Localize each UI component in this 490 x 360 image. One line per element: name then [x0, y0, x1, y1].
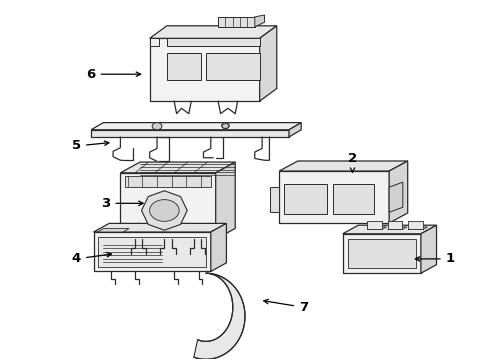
Polygon shape	[121, 173, 216, 239]
Text: 6: 6	[86, 68, 141, 81]
Polygon shape	[150, 39, 159, 45]
Circle shape	[222, 124, 229, 129]
Polygon shape	[389, 182, 403, 212]
Text: 4: 4	[72, 252, 111, 265]
Polygon shape	[125, 176, 211, 187]
Polygon shape	[150, 39, 260, 101]
Polygon shape	[91, 123, 301, 130]
Polygon shape	[98, 237, 206, 267]
Polygon shape	[91, 130, 289, 137]
Polygon shape	[270, 187, 279, 212]
Polygon shape	[279, 171, 389, 223]
Polygon shape	[167, 53, 201, 80]
Polygon shape	[98, 229, 129, 232]
Polygon shape	[94, 224, 226, 232]
Polygon shape	[218, 17, 255, 27]
Polygon shape	[389, 161, 408, 223]
Polygon shape	[211, 224, 226, 271]
Polygon shape	[408, 227, 428, 229]
Polygon shape	[388, 221, 402, 229]
Polygon shape	[289, 123, 301, 137]
Polygon shape	[347, 239, 416, 268]
Polygon shape	[194, 273, 245, 359]
Polygon shape	[408, 221, 423, 229]
Polygon shape	[94, 232, 211, 271]
Polygon shape	[167, 39, 260, 45]
Circle shape	[152, 123, 162, 130]
Polygon shape	[343, 234, 421, 273]
Polygon shape	[216, 162, 235, 239]
Text: 7: 7	[264, 299, 308, 314]
Polygon shape	[150, 26, 277, 39]
Polygon shape	[421, 225, 437, 273]
Polygon shape	[284, 184, 327, 214]
Text: 3: 3	[101, 197, 143, 210]
Polygon shape	[343, 225, 437, 234]
Polygon shape	[388, 227, 407, 229]
Polygon shape	[260, 26, 277, 101]
Polygon shape	[333, 184, 374, 214]
Polygon shape	[206, 53, 260, 80]
Text: 5: 5	[72, 139, 109, 152]
Polygon shape	[142, 191, 187, 230]
Polygon shape	[121, 162, 235, 173]
Text: 1: 1	[416, 252, 455, 265]
Polygon shape	[367, 221, 382, 229]
Polygon shape	[255, 15, 265, 27]
Polygon shape	[279, 161, 408, 171]
Text: 2: 2	[348, 152, 357, 172]
Polygon shape	[367, 227, 387, 229]
Circle shape	[149, 200, 179, 221]
